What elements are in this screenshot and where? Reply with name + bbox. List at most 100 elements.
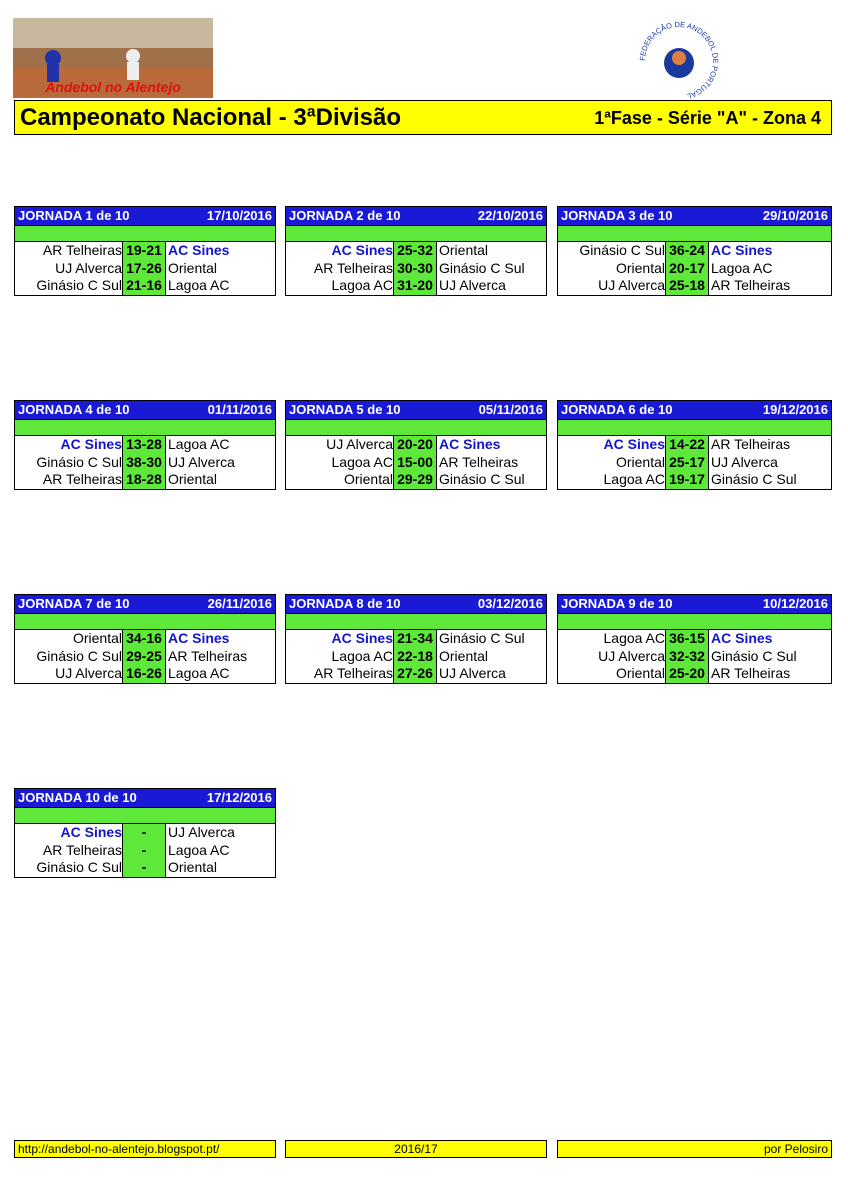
score: 25-17 [665,453,709,471]
away-team: Lagoa AC [711,259,773,276]
score: - [122,841,166,859]
score: 29-29 [393,471,437,489]
round-spacer [558,419,831,436]
home-team: Oriental [615,665,665,681]
game-row: Lagoa AC 36-15 AC Sines [558,630,831,648]
game-row: Oriental 20-17 Lagoa AC [558,259,831,277]
logo-text: Andebol no Alentejo [44,79,181,95]
game-row: UJ Alverca 25-18 AR Telheiras [558,277,831,295]
score: 13-28 [122,436,166,454]
round-header: JORNADA 10 de 10 17/12/2016 [15,789,275,807]
round-spacer [15,225,275,242]
home-team: Ginásio C Sul [579,242,665,258]
round-title: JORNADA 4 de 10 [18,402,130,417]
away-team: Oriental [168,259,218,276]
round-spacer [286,613,546,630]
round-block: JORNADA 10 de 10 17/12/2016 AC Sines - UJ Al… [14,788,276,878]
score: 31-20 [393,277,437,295]
round-header: JORNADA 2 de 10 22/10/2016 [286,207,546,225]
round-header: JORNADA 6 de 10 19/12/2016 [558,401,831,419]
score: - [122,859,166,877]
round-date: 22/10/2016 [477,208,543,223]
round-date: 10/12/2016 [762,596,828,611]
home-team: Ginásio C Sul [36,277,122,293]
game-row: Lagoa AC 22-18 Oriental [286,647,546,665]
score: 30-30 [393,259,437,277]
score: 32-32 [665,647,709,665]
round-header: JORNADA 9 de 10 10/12/2016 [558,595,831,613]
away-team: AR Telheiras [711,436,791,452]
score: 25-32 [393,242,437,260]
logo: Andebol no Alentejo [13,18,213,98]
away-team: AR Telheiras [711,665,791,681]
game-row: Ginásio C Sul 29-25 AR Telheiras [15,647,275,665]
away-team: UJ Alverca [711,453,778,470]
game-row: Ginásio C Sul 36-24 AC Sines [558,242,831,260]
score: 27-26 [393,665,437,683]
home-team: Lagoa AC [331,453,394,470]
home-team: AR Telheiras [313,259,393,276]
game-row: AC Sines 13-28 Lagoa AC [15,436,275,454]
round-block: JORNADA 8 de 10 03/12/2016 AC Sines 21-34 Gi… [285,594,547,684]
home-team: Ginásio C Sul [36,859,122,875]
subtitle: 1ªFase - Série "A" - Zona 4 [594,108,821,128]
round-spacer [286,225,546,242]
game-row: AC Sines 21-34 Ginásio C Sul [286,630,546,648]
game-row: AC Sines - UJ Alverca [15,824,275,842]
score: 19-17 [665,471,709,489]
score: 16-26 [122,665,166,683]
round-header: JORNADA 1 de 10 17/10/2016 [15,207,275,225]
away-team: Oriental [439,242,489,258]
home-team: UJ Alverca [598,277,665,293]
away-team: Lagoa AC [168,277,230,293]
home-team: Oriental [615,259,665,276]
title: Campeonato Nacional - 3ªDivisão [20,104,401,131]
score: 38-30 [122,453,166,471]
away-team: Ginásio C Sul [439,471,525,487]
home-team: AR Telheiras [42,841,122,858]
round-block: JORNADA 4 de 10 01/11/2016 AC Sines 13-28 La… [14,400,276,490]
away-team: AC Sines [168,630,230,646]
home-team: AC Sines [331,242,393,258]
home-team: Lagoa AC [603,630,666,646]
round-date: 05/11/2016 [478,402,543,417]
round-date: 17/10/2016 [206,208,272,223]
round-block: JORNADA 7 de 10 26/11/2016 Oriental 34-16 AC… [14,594,276,684]
round-header: JORNADA 4 de 10 01/11/2016 [15,401,275,419]
away-team: AC Sines [439,436,501,452]
away-team: Lagoa AC [168,665,230,681]
away-team: Ginásio C Sul [439,259,525,276]
away-team: Ginásio C Sul [711,647,797,664]
round-date: 29/10/2016 [762,208,828,223]
score: 25-18 [665,277,709,295]
round-block: JORNADA 5 de 10 05/11/2016 UJ Alverca 20-20… [285,400,547,490]
away-team: AR Telheiras [168,647,248,664]
away-team: Ginásio C Sul [439,630,525,646]
away-team: AC Sines [168,242,230,258]
game-row: AC Sines 14-22 AR Telheiras [558,436,831,454]
round-date: 19/12/2016 [762,402,828,417]
round-spacer [15,807,275,824]
round-block: JORNADA 3 de 10 29/10/2016 Ginásio C Sul 36… [557,206,832,296]
game-row: Ginásio C Sul - Oriental [15,859,275,877]
round-title: JORNADA 8 de 10 [289,596,401,611]
round-spacer [15,613,275,630]
round-title: JORNADA 7 de 10 [18,596,130,611]
home-team: AR Telheiras [313,665,393,681]
round-title: JORNADA 1 de 10 [18,208,130,223]
score: 15-00 [393,453,437,471]
score: 36-24 [665,242,709,260]
score: 14-22 [665,436,709,454]
away-team: UJ Alverca [168,453,235,470]
round-title: JORNADA 5 de 10 [289,402,401,417]
score: 21-16 [122,277,166,295]
score: 17-26 [122,259,166,277]
game-row: AR Telheiras - Lagoa AC [15,841,275,859]
score: 20-20 [393,436,437,454]
score: 29-25 [122,647,166,665]
round-block: JORNADA 9 de 10 10/12/2016 Lagoa AC 36-15 AC… [557,594,832,684]
home-team: UJ Alverca [598,647,665,664]
score: 36-15 [665,630,709,648]
away-team: Lagoa AC [168,436,230,452]
away-team: UJ Alverca [439,665,506,681]
